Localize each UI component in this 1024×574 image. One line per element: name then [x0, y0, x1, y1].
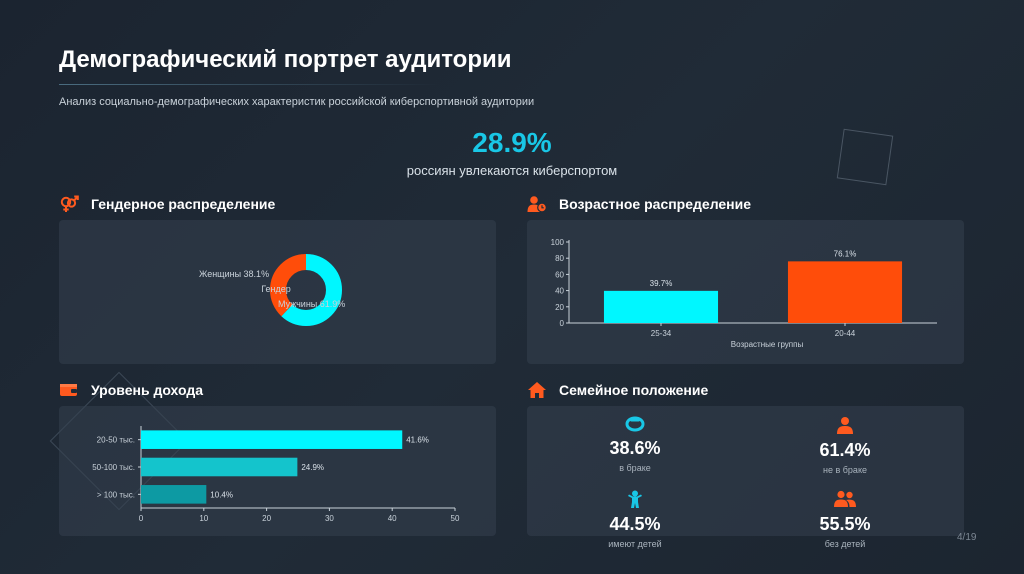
age-category-label: 20-44	[835, 329, 856, 338]
gender-icon	[59, 195, 79, 213]
donut-slice-1	[270, 254, 342, 326]
family-card: 38.6% в браке 61.4% не в браке 44.5% име…	[527, 406, 964, 549]
income-x-tick-label: 50	[451, 514, 460, 523]
income-chart-card: 0 10 20 30 40 50 41.6% 20-50 тыс. 24.9% 50-100 т…	[59, 406, 496, 536]
donut-center-title: Гендер	[261, 284, 291, 294]
age-y-tick-label: 0	[560, 319, 565, 328]
gender-chart-card: Гендер Женщины 38.1% Мужчины 61.9%	[59, 220, 496, 364]
headline-stat-caption: россиян увлекаются киберспортом	[406, 163, 618, 178]
wallet-icon	[59, 381, 79, 399]
income-category-label: 50-100 тыс.	[92, 463, 135, 472]
income-bar-value-label: 10.4%	[210, 490, 233, 499]
age-category-label: 25-34	[651, 329, 672, 338]
family-section-title: Семейное положение	[559, 382, 709, 398]
income-bar-1	[141, 457, 298, 477]
title-divider	[59, 84, 439, 85]
family-stat-married: 38.6% в браке	[535, 416, 735, 473]
income-section-title: Уровень дохода	[91, 382, 204, 398]
age-bar-0	[603, 290, 719, 323]
age-y-tick-label: 40	[555, 287, 564, 296]
age-y-tick-label: 100	[551, 238, 565, 247]
income-x-tick-label: 0	[139, 514, 144, 523]
family-stat-with-children: 44.5% имеют детей	[535, 490, 735, 549]
income-category-label: > 100 тыс.	[97, 490, 135, 499]
home-icon	[527, 381, 547, 399]
page-subtitle: Анализ социально-демографических характе…	[59, 96, 535, 108]
income-bar-value-label: 41.6%	[406, 436, 429, 445]
page-title: Демографический портрет аудитории	[59, 46, 512, 73]
headline-stat-value: 28.9%	[472, 127, 552, 158]
age-y-tick-label: 60	[555, 270, 564, 279]
age-bar-chart: 0 20 40 60 80 100 39.7% 25-34 76.1% 20-44 Возрас…	[551, 238, 937, 349]
donut-label-female: Женщины 38.1%	[199, 269, 269, 279]
income-section-header: Уровень дохода	[59, 381, 203, 399]
family-stat-without-children: 55.5% без детей	[745, 490, 945, 549]
income-x-tick-label: 10	[199, 514, 208, 523]
gender-section-title: Гендерное распределение	[91, 196, 276, 212]
income-bar-0	[141, 430, 403, 449]
child-icon	[628, 490, 642, 508]
age-bar-value-label: 39.7%	[650, 279, 673, 288]
page-number: 4/19	[957, 532, 977, 543]
person-clock-icon	[527, 195, 547, 213]
age-section-header: Возрастное распределение	[527, 195, 751, 213]
gender-donut-chart: Гендер Женщины 38.1% Мужчины 61.9%	[199, 254, 345, 326]
income-category-label: 20-50 тыс.	[97, 436, 135, 445]
age-y-tick-label: 20	[555, 303, 564, 312]
income-x-tick-label: 30	[325, 514, 334, 523]
income-x-tick-label: 20	[262, 514, 271, 523]
age-section-title: Возрастное распределение	[559, 196, 752, 212]
age-bar-1	[787, 261, 903, 323]
income-x-tick-label: 40	[388, 514, 397, 523]
income-bar-chart: 0 10 20 30 40 50 41.6% 20-50 тыс. 24.9% 50-100 т…	[92, 426, 460, 523]
donut-label-male: Мужчины 61.9%	[278, 299, 345, 309]
gender-section-header: Гендерное распределение	[59, 195, 275, 213]
family-stat-not-married: 61.4% не в браке	[745, 416, 945, 475]
age-y-tick-label: 80	[555, 254, 564, 263]
ring-icon	[625, 416, 645, 432]
family-section-header: Семейное положение	[527, 381, 708, 399]
person-icon	[837, 417, 853, 434]
age-bar-value-label: 76.1%	[834, 249, 857, 258]
age-chart-card: 0 20 40 60 80 100 39.7% 25-34 76.1% 20-44 Возрас…	[527, 220, 964, 364]
income-bar-2	[141, 485, 207, 504]
income-bar-value-label: 24.9%	[301, 463, 324, 472]
people-icon	[834, 490, 856, 507]
age-x-axis-label: Возрастные группы	[731, 340, 804, 349]
